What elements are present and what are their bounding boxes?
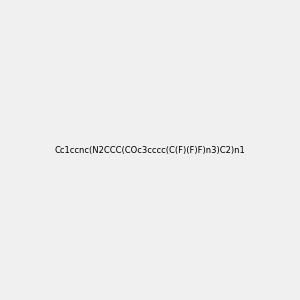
- Text: Cc1ccnc(N2CCC(COc3cccc(C(F)(F)F)n3)C2)n1: Cc1ccnc(N2CCC(COc3cccc(C(F)(F)F)n3)C2)n1: [55, 146, 245, 154]
